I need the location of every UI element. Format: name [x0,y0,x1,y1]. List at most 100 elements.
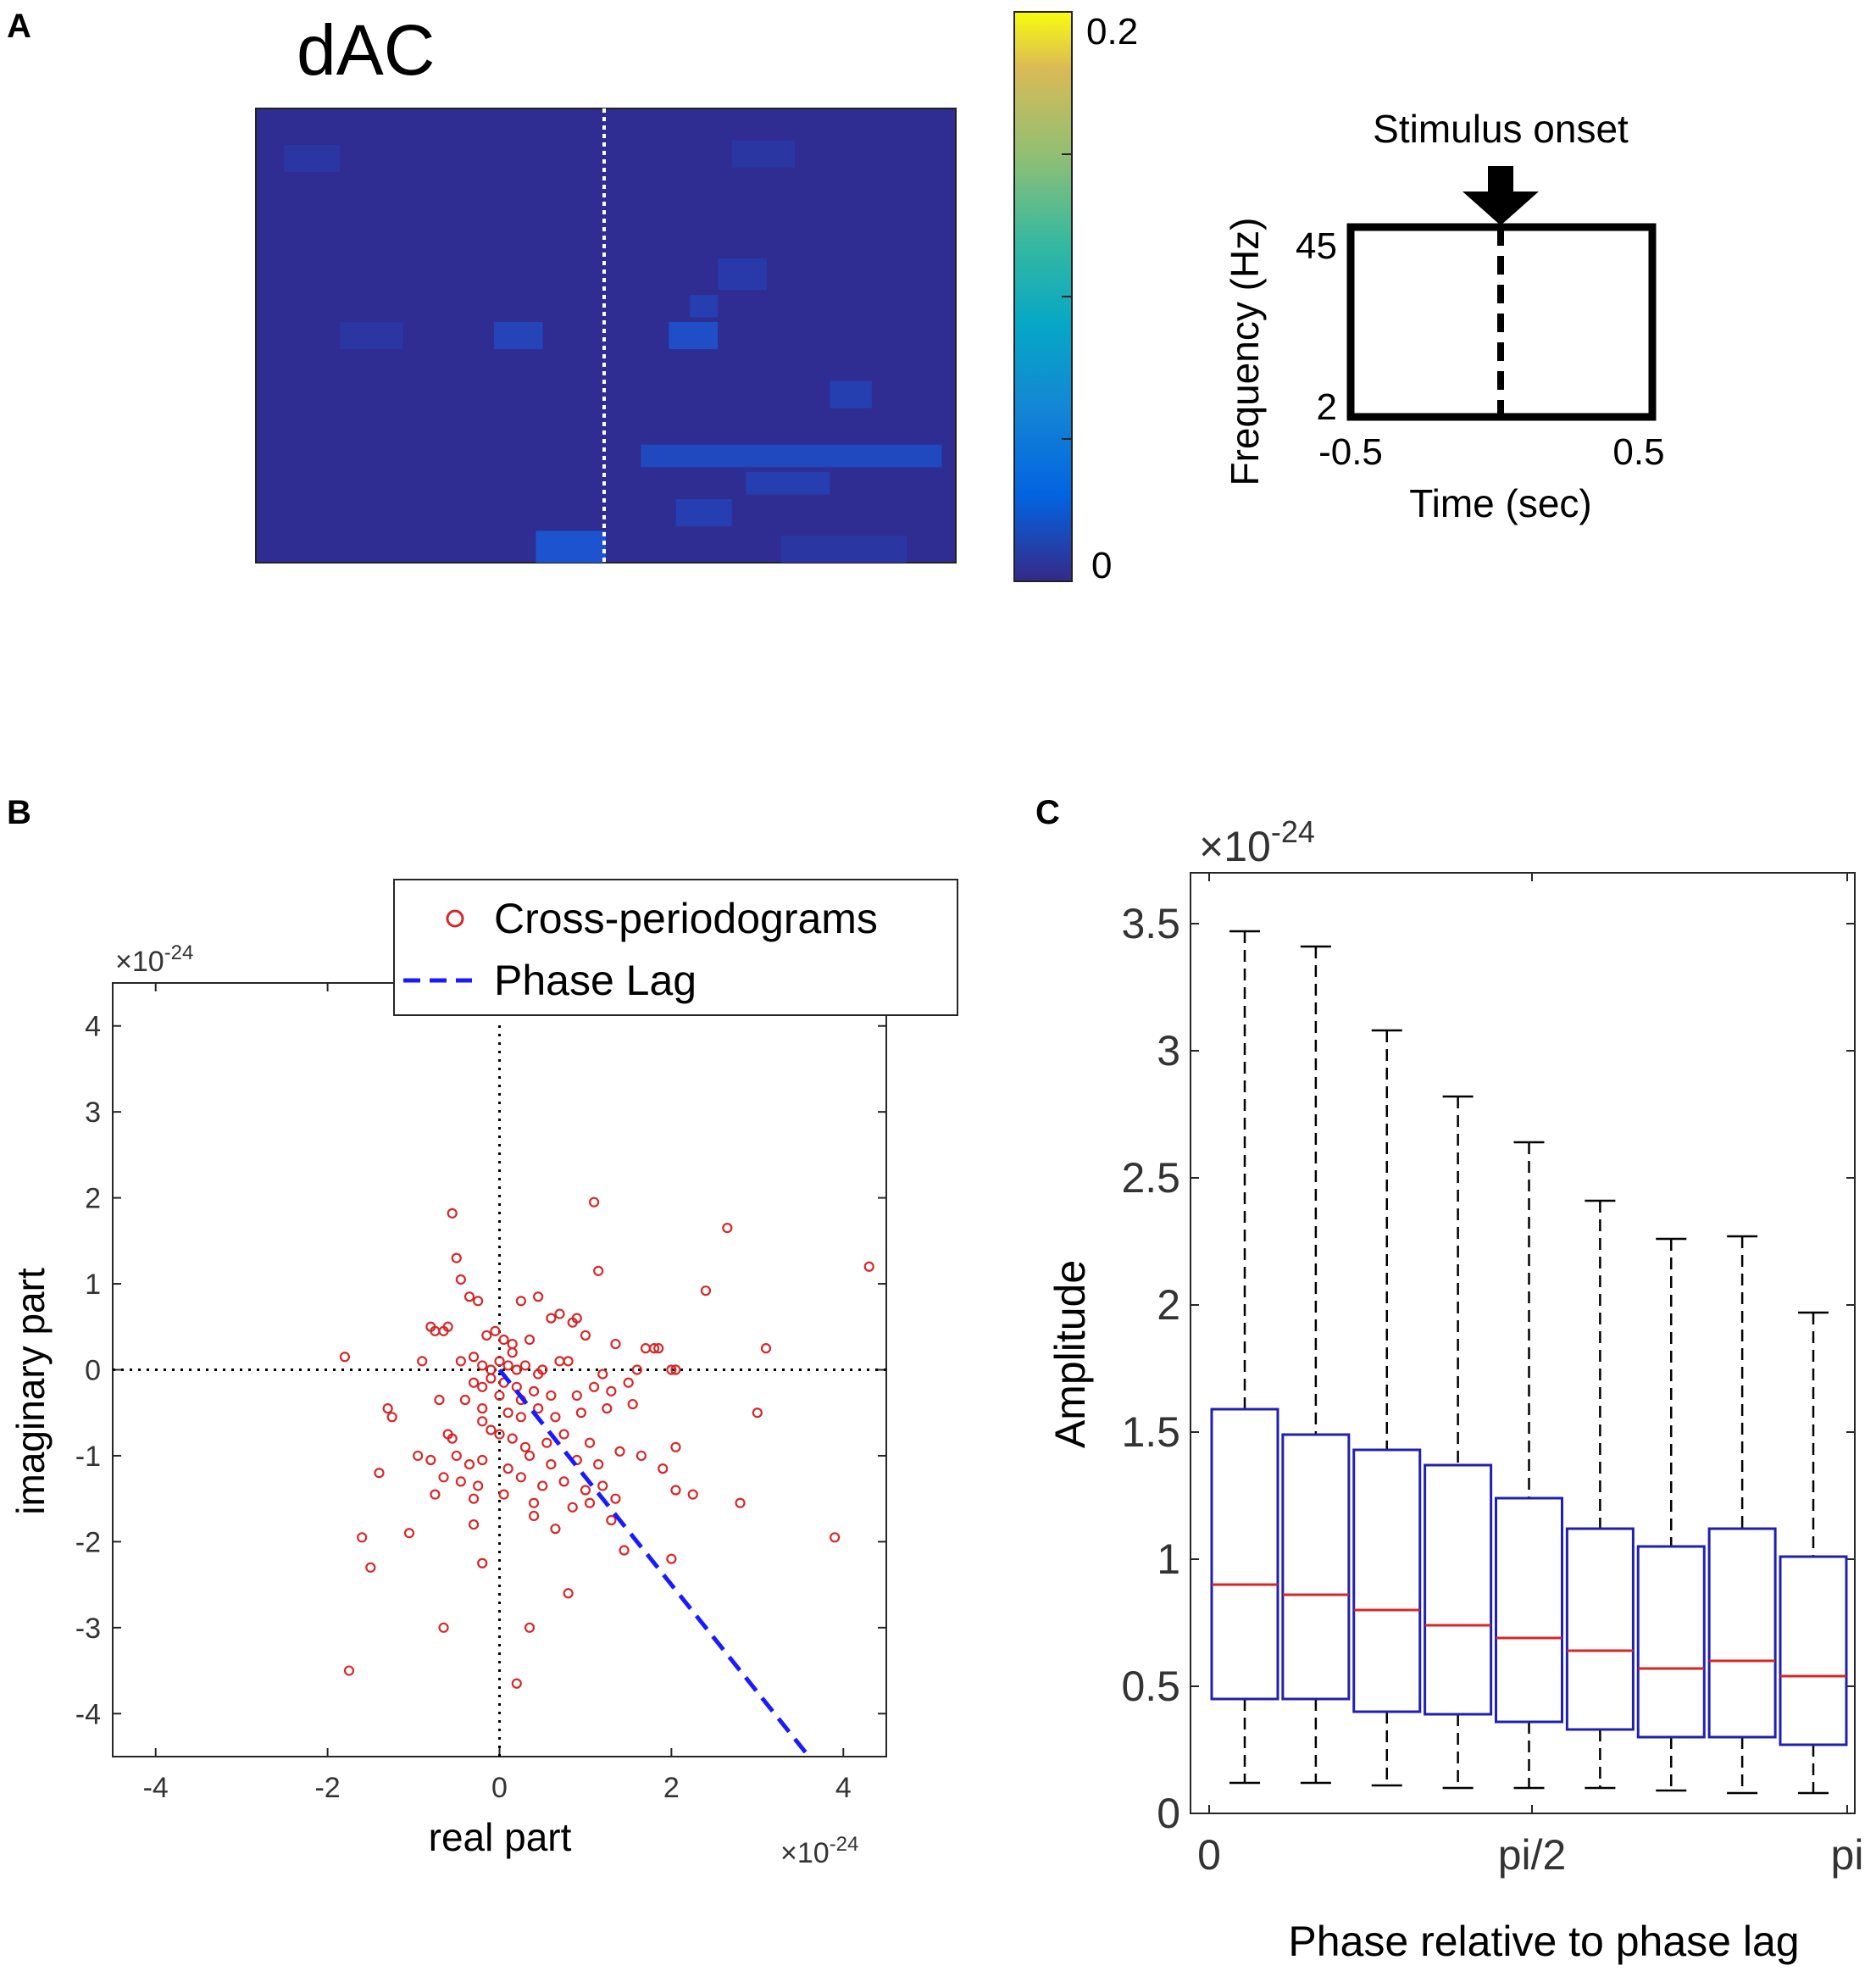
scatter-point [357,1532,368,1543]
y-tick-label: 3 [1157,1027,1180,1074]
box-plot [1495,1141,1563,1790]
scatter-point [343,1665,355,1676]
x-tick-label: 0 [1197,1831,1221,1879]
scatter-point [563,1588,574,1599]
scatter-point [606,1385,617,1396]
scatter-point [760,1343,772,1354]
colorbar-max-label: 0.2 [1086,11,1138,53]
legend-box [393,879,958,1016]
scatter-point [477,1381,488,1392]
box-plot [1210,930,1279,1785]
scatter-point [486,1424,497,1435]
box-y-exponent: ×10-24 [1199,814,1315,870]
scatter-point [477,1416,488,1427]
scatter-point [468,1377,480,1388]
scatter-point [425,1454,436,1466]
schematic: Stimulus onset 45 2 -0.5 0.5 Time (sec) … [1223,107,1665,525]
scatter-legend: Cross-periodograms Phase Lag [393,879,958,1016]
scatter-point [614,1446,625,1457]
box-iqr [1636,1545,1706,1739]
box-plot [1352,1029,1422,1787]
scatter-point [567,1502,578,1513]
heatmap-cells [284,140,942,563]
scatter-point [653,1343,664,1354]
scatter-point [863,1261,874,1272]
legend-marker-cross-periodograms [446,909,464,928]
schematic-x-right: 0.5 [1612,431,1664,473]
y-tick-label: -1 [75,1441,101,1473]
schematic-ylabel: Frequency (Hz) [1223,218,1267,486]
scatter-point [666,1364,677,1375]
scatter-point [528,1510,540,1522]
y-tick-label: 1 [1157,1535,1180,1583]
scatter-x-exponent: ×10-24 [780,1833,858,1869]
scatter-y-exponent: ×10-24 [115,941,193,978]
scatter-point [588,1196,600,1208]
box-plot [1779,1311,1848,1795]
scatter-point [477,1403,488,1414]
scatter-point [752,1407,763,1419]
y-tick-label: -4 [75,1698,101,1730]
scatter-point [610,1338,621,1350]
box-iqr [1565,1527,1635,1731]
box-plot [1707,1235,1777,1795]
box-iqr [1779,1555,1848,1746]
scatter-point [502,1463,513,1474]
scatter-point [463,1458,475,1470]
scatter-point [666,1553,677,1564]
x-tick-label: -4 [143,1772,169,1804]
scatter-point [468,1493,480,1504]
scatter-point [623,1377,634,1388]
scatter-point [339,1352,350,1363]
box-plot [1424,1095,1493,1790]
scatter-point [477,1454,488,1466]
x-tick-label: pi [1831,1831,1864,1879]
scatter-point [722,1223,733,1234]
heatmap-cell [746,471,830,495]
scatter-point [584,1497,596,1508]
scatter-point [438,1622,449,1633]
scatter-chart: -4 -2 0 2 4 4 3 2 1 0 -1 -2 -3 -4 real part imaginary… [8,879,958,1869]
scatter-point [700,1285,712,1296]
scatter-point [619,1545,630,1556]
scatter-point [481,1330,492,1341]
y-tick-label: 1.5 [1121,1408,1180,1456]
scatter-point [533,1403,544,1414]
scatter-point [447,1208,458,1219]
scatter-point [554,1308,565,1319]
scatter-point [830,1532,841,1543]
box-iqr [1210,1407,1279,1701]
panel-label-b: B [7,794,31,831]
box-chart: 0 0.5 1 1.5 2 2.5 3 3.5 0 pi/2 pi Phase relative t… [1046,814,1863,1965]
scatter-point [519,1360,531,1371]
scatter-point [455,1274,466,1285]
scatter-point [524,1334,536,1346]
scatter-point [571,1390,582,1402]
scatter-point [610,1493,621,1504]
panel-label-a: A [7,8,31,45]
heatmap-cell [641,444,942,468]
scatter-point [382,1403,393,1414]
x-tick-label: 4 [835,1772,852,1804]
scatter-point [546,1313,557,1324]
scatter-point [494,1356,505,1367]
scatter-point [670,1364,681,1375]
box-iqr [1424,1463,1493,1716]
scatter-point [463,1291,475,1302]
panel-label-c: C [1035,794,1060,831]
scatter-point [459,1394,471,1406]
x-tick-label: 0 [491,1772,508,1804]
scatter-point [597,1480,608,1491]
heatmap-cell [780,535,907,563]
scatter-point [584,1437,596,1448]
scatter-point [434,1394,445,1406]
y-tick-label: 2.5 [1121,1154,1180,1202]
scatter-point [507,1347,518,1358]
scatter-point [606,1514,617,1526]
scatter-point [486,1373,497,1384]
scatter-point [468,1519,480,1530]
scatter-point [588,1381,600,1392]
scatter-point [515,1296,526,1307]
scatter-ylabel: imaginary part [8,1268,53,1515]
